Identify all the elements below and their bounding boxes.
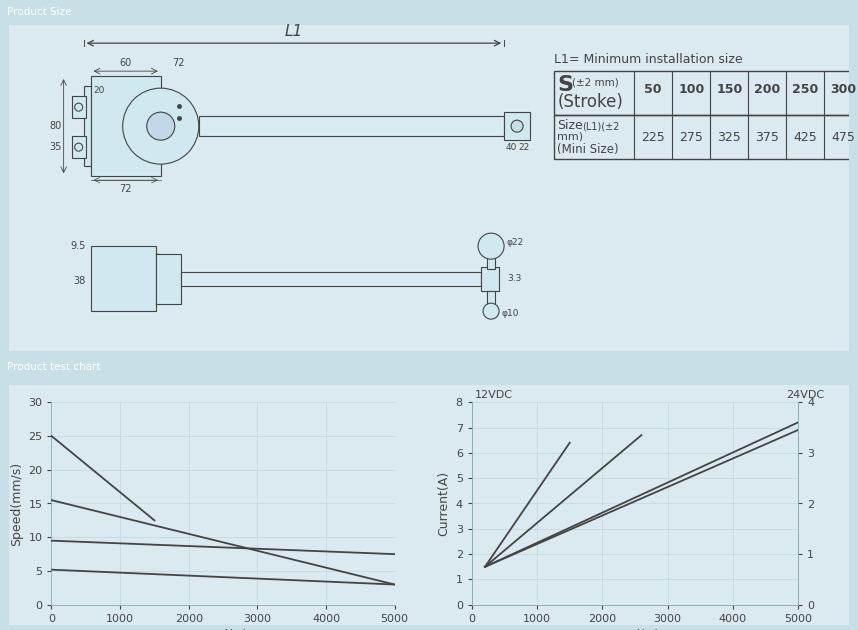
Y-axis label: Speed(mm/s): Speed(mm/s) xyxy=(9,461,23,546)
Text: 9.5: 9.5 xyxy=(70,241,86,251)
Text: 72: 72 xyxy=(119,184,132,194)
Bar xyxy=(504,112,530,140)
Text: L1= Minimum installation size: L1= Minimum installation size xyxy=(554,53,743,66)
Text: 300: 300 xyxy=(831,83,856,96)
Text: 325: 325 xyxy=(717,130,741,144)
Text: Product Size: Product Size xyxy=(7,7,71,17)
Bar xyxy=(72,136,86,158)
Text: 250: 250 xyxy=(792,83,819,96)
Bar xyxy=(554,71,858,115)
Text: (Mini Size): (Mini Size) xyxy=(557,143,619,156)
Y-axis label: Current(A): Current(A) xyxy=(438,471,450,536)
Circle shape xyxy=(511,120,523,132)
Text: Product test chart: Product test chart xyxy=(7,362,100,372)
Text: 12VDC: 12VDC xyxy=(475,390,513,400)
Text: 35: 35 xyxy=(49,142,62,152)
Text: 60: 60 xyxy=(119,58,132,68)
Text: (Stroke): (Stroke) xyxy=(557,93,623,111)
FancyBboxPatch shape xyxy=(7,23,851,353)
Bar xyxy=(487,253,495,269)
Text: φ22: φ22 xyxy=(506,238,523,247)
Text: 38: 38 xyxy=(74,276,86,286)
Bar xyxy=(181,272,481,286)
Bar xyxy=(554,115,858,159)
Bar xyxy=(487,291,495,307)
Text: 72: 72 xyxy=(172,58,185,68)
Text: 375: 375 xyxy=(755,130,779,144)
Bar xyxy=(156,254,181,304)
Bar xyxy=(91,76,160,176)
Circle shape xyxy=(147,112,175,140)
Text: 40: 40 xyxy=(505,143,517,152)
FancyBboxPatch shape xyxy=(0,382,858,627)
Text: 80: 80 xyxy=(50,121,62,131)
Circle shape xyxy=(483,303,499,319)
Bar xyxy=(91,246,155,311)
Text: 275: 275 xyxy=(680,130,704,144)
Text: φ10: φ10 xyxy=(501,309,518,318)
Text: 22: 22 xyxy=(518,143,529,152)
Text: Size: Size xyxy=(557,119,583,132)
Bar xyxy=(72,96,86,118)
Text: mm): mm) xyxy=(557,131,583,141)
Text: (±2 mm): (±2 mm) xyxy=(572,77,619,87)
Text: 3.3: 3.3 xyxy=(507,273,522,283)
Circle shape xyxy=(123,88,199,164)
Circle shape xyxy=(478,233,504,259)
Text: S: S xyxy=(557,75,573,95)
Bar xyxy=(83,86,91,166)
Text: L1: L1 xyxy=(285,24,303,39)
Text: 150: 150 xyxy=(716,83,742,96)
Text: 475: 475 xyxy=(831,130,855,144)
Text: 20: 20 xyxy=(94,86,105,94)
Text: 50: 50 xyxy=(644,83,662,96)
Text: 200: 200 xyxy=(754,83,781,96)
Text: 425: 425 xyxy=(794,130,818,144)
Bar xyxy=(199,116,504,136)
Text: (L1)(±2: (L1)(±2 xyxy=(582,121,619,131)
Text: 225: 225 xyxy=(641,130,665,144)
Bar xyxy=(481,267,499,291)
Text: 100: 100 xyxy=(678,83,704,96)
Text: 24VDC: 24VDC xyxy=(786,390,824,400)
